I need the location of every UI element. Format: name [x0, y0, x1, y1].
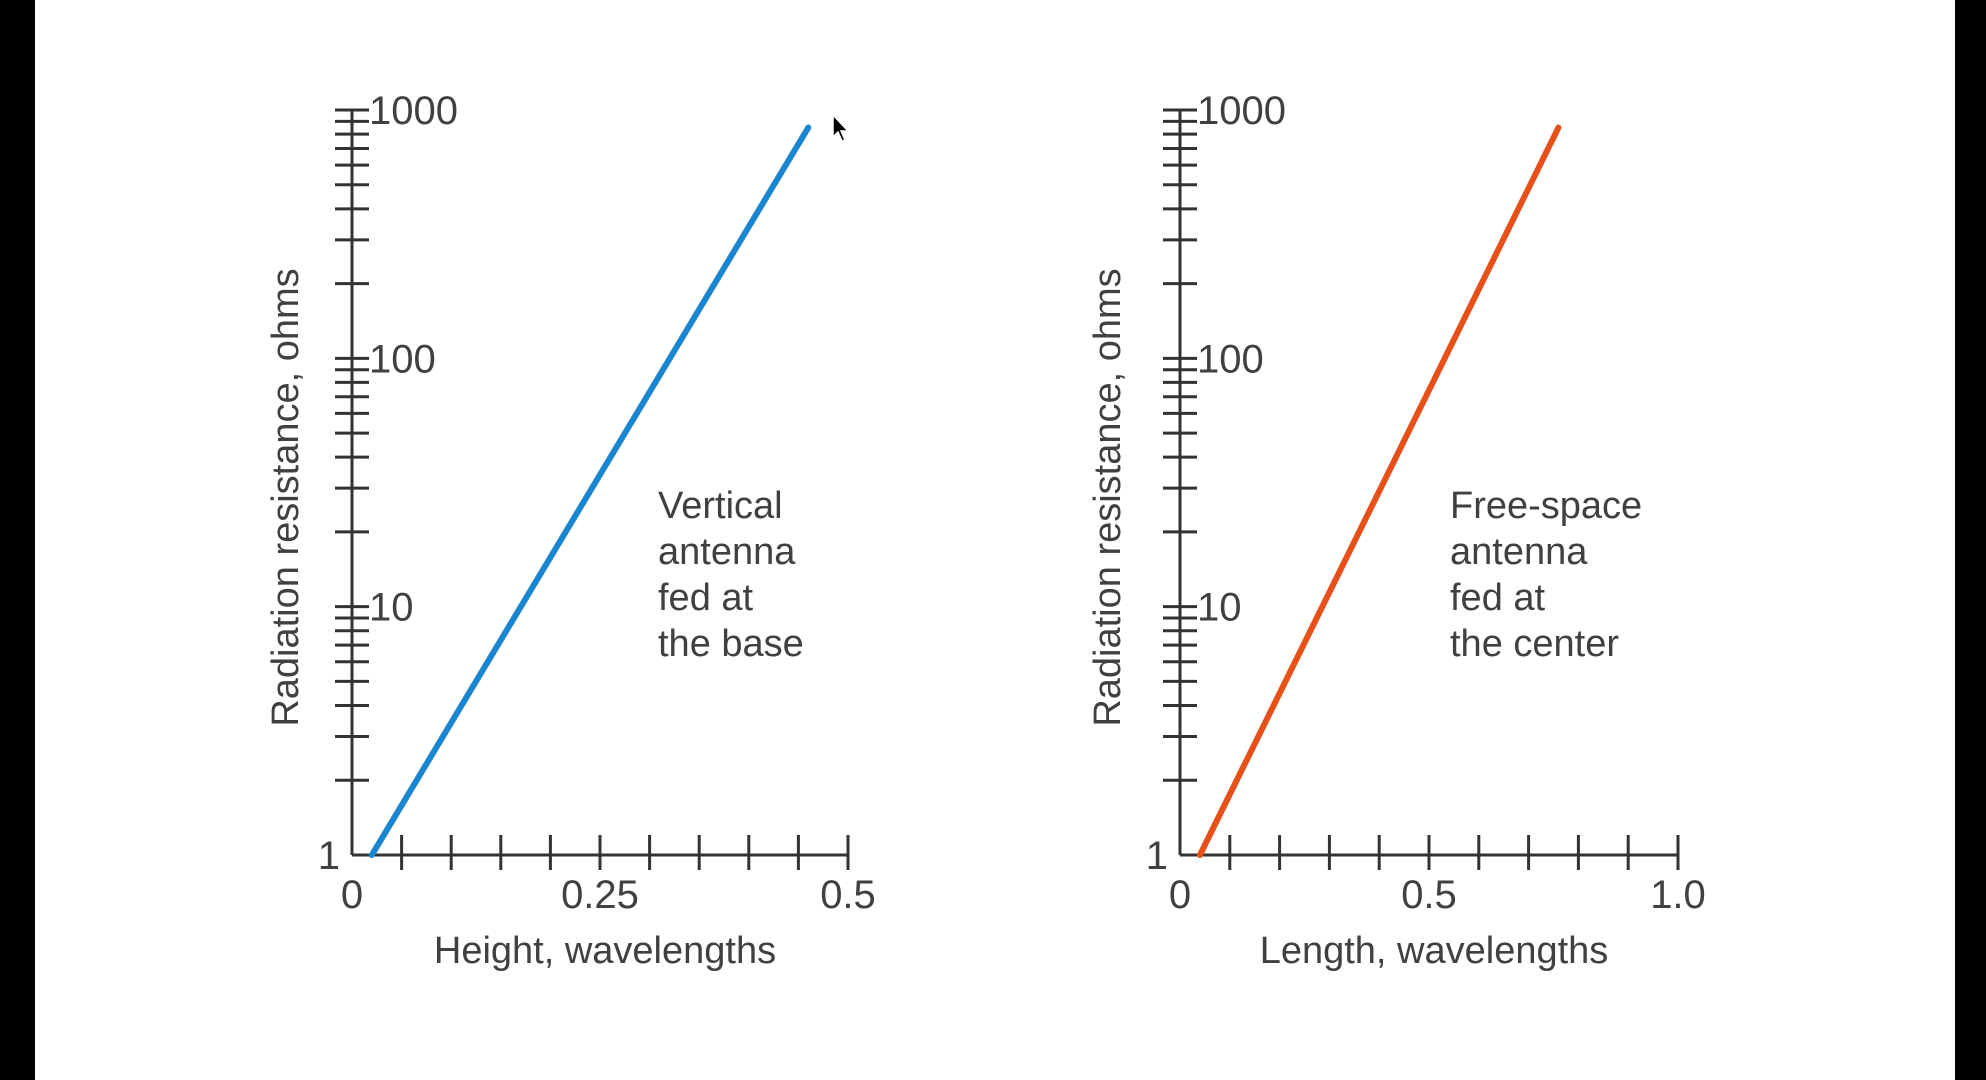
x-tick-label: 1.0	[1650, 873, 1706, 917]
annotation-line: antenna	[658, 531, 796, 573]
x-axis-title: Length, wavelengths	[1260, 930, 1609, 972]
y-tick-label: 1000	[1197, 89, 1286, 133]
chart-1: 1 10 100 1000 0 0.25 0.5 Height, wavelengths Rad…	[265, 89, 876, 972]
y-tick-label: 1	[1146, 834, 1168, 878]
chart-annotation: Free-space antenna fed at the center	[1450, 485, 1642, 665]
x-tick-label: 0.5	[820, 873, 876, 917]
y-tick-label: 1	[318, 834, 340, 878]
y-tick-label: 10	[369, 586, 414, 630]
x-tick-label: 0.25	[561, 873, 639, 917]
x-tick-label: 0	[1169, 873, 1191, 917]
annotation-line: the base	[658, 623, 804, 665]
annotation-line: antenna	[1450, 531, 1588, 573]
x-tick-label: 0.5	[1401, 873, 1457, 917]
annotation-line: fed at	[1450, 577, 1546, 619]
chart-canvas: 1 10 100 1000 0 0.25 0.5 Height, wavelengths Rad…	[35, 0, 1955, 1080]
annotation-line: fed at	[658, 577, 754, 619]
y-tick-label: 1000	[369, 89, 458, 133]
y-axis-title: Radiation resistance, ohms	[265, 268, 307, 726]
y-tick-label: 10	[1197, 586, 1242, 630]
series-line	[1196, 124, 1562, 858]
y-tick-label: 100	[1197, 337, 1264, 381]
annotation-line: Free-space	[1450, 485, 1642, 527]
y-axis-title: Radiation resistance, ohms	[1087, 268, 1129, 726]
chart-annotation: Vertical antenna fed at the base	[658, 485, 804, 665]
series-line	[368, 124, 812, 858]
x-axis-title: Height, wavelengths	[434, 930, 776, 972]
chart-2: 1 10 100 1000 0 0.5 1.0 Length, wavelengths Radi…	[1087, 89, 1706, 972]
y-tick-label: 100	[369, 337, 436, 381]
x-tick-label: 0	[341, 873, 363, 917]
annotation-line: the center	[1450, 623, 1619, 665]
annotation-line: Vertical	[658, 485, 783, 527]
mouse-pointer-icon	[832, 113, 850, 142]
